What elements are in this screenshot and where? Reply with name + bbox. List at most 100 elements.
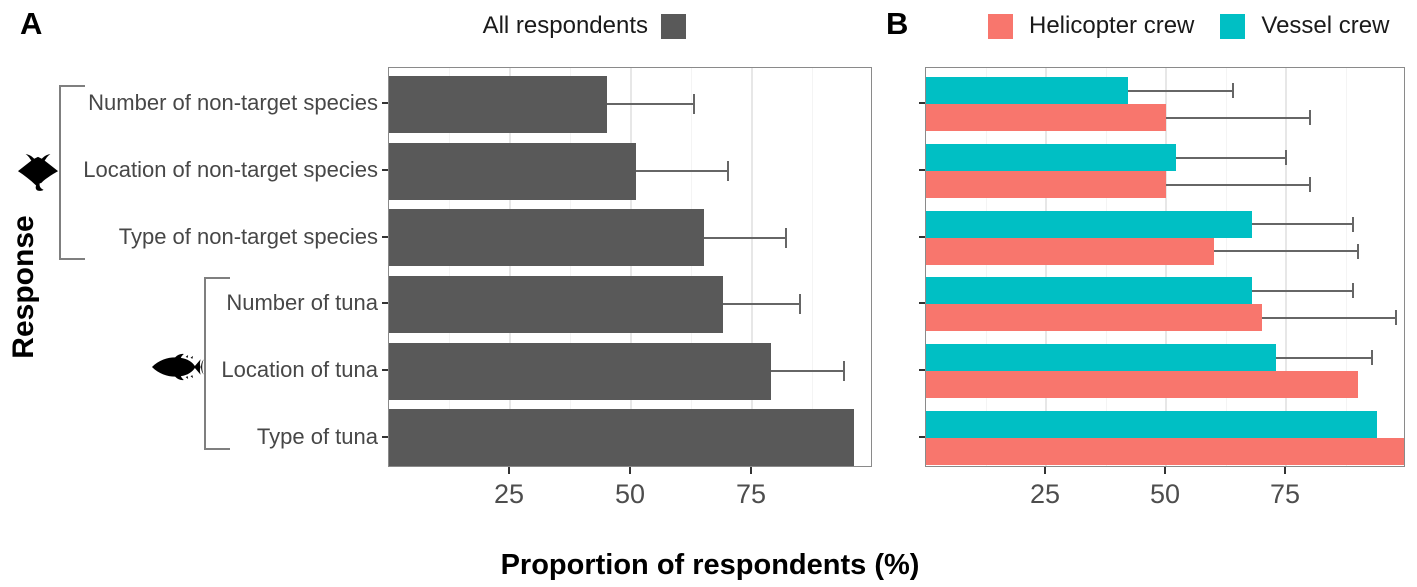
bar-vessel-crew [926, 410, 1378, 438]
error-bar-cap [1352, 216, 1355, 232]
x-axis-tick-label: 25 [493, 479, 525, 509]
error-bar-line [1262, 316, 1397, 319]
bar-vessel-crew [926, 210, 1253, 238]
bar-all-respondents [389, 409, 854, 466]
error-bar-cap [842, 361, 845, 381]
error-bar-line [703, 236, 786, 239]
minor-gridline [1225, 68, 1227, 466]
error-bar-cap [1285, 150, 1287, 165]
x-axis-tick-label: 25 [1029, 479, 1061, 509]
category-label: Type of tuna [256, 423, 378, 449]
y-axis-tick [919, 235, 925, 238]
tuna-icon [151, 353, 205, 381]
y-axis-tick [919, 169, 925, 171]
error-bar-line [1276, 356, 1373, 359]
error-bar-line [1127, 89, 1234, 92]
panel-b-letter: B [886, 6, 909, 41]
error-bar-cap [1309, 110, 1311, 126]
error-bar-cap [784, 227, 787, 248]
minor-gridline [449, 68, 450, 466]
x-axis-tick-label: 50 [1149, 479, 1181, 509]
y-axis-tick [919, 435, 925, 438]
error-bar-line [1166, 183, 1310, 186]
error-bar-cap [1352, 283, 1355, 299]
panel-a-letter: A [20, 6, 43, 41]
x-axis-tick [508, 467, 510, 474]
bar-helicopter-crew [926, 304, 1262, 332]
category-label: Number of tuna [226, 290, 378, 316]
x-axis-tick [1164, 467, 1166, 474]
error-bar-line [722, 303, 801, 306]
legend-panel-a: All respondents [483, 12, 686, 40]
major-gridline [1165, 68, 1167, 466]
minor-gridline [570, 68, 571, 466]
bar-all-respondents [389, 342, 772, 400]
x-axis-tick [1044, 467, 1046, 474]
bar-all-respondents [389, 75, 607, 133]
x-axis-tick-label: 75 [735, 479, 767, 509]
error-bar-line [606, 103, 694, 106]
x-axis-tick [1284, 467, 1286, 474]
all-respondents-swatch [661, 13, 686, 39]
error-bar-line [1252, 289, 1354, 292]
bar-helicopter-crew [926, 237, 1214, 265]
manta-ray-icon [17, 154, 59, 191]
bar-vessel-crew [926, 144, 1176, 171]
y-axis-tick [919, 102, 925, 105]
legend-a-label: All respondents [482, 12, 648, 39]
category-label: Type of non-target species [118, 223, 378, 249]
x-axis-title: Proportion of respondents (%) [500, 549, 920, 581]
error-bar-line [1175, 156, 1286, 159]
error-bar-cap [692, 94, 695, 115]
minor-gridline [812, 68, 813, 466]
error-bar-cap [1232, 83, 1235, 99]
minor-gridline [691, 68, 692, 466]
y-axis-tick [382, 169, 388, 171]
legend-panel-b: Helicopter crew Vessel crew [988, 12, 1389, 40]
tuna-group-bracket [204, 277, 230, 450]
error-bar-cap [1371, 350, 1374, 365]
major-gridline [630, 68, 632, 466]
panel-a-plot-area [388, 67, 872, 467]
y-axis-title: Response [7, 215, 40, 359]
bar-all-respondents [389, 275, 723, 333]
y-axis-tick [919, 369, 925, 371]
x-axis-tick-label: 75 [1269, 479, 1301, 509]
y-axis-tick [382, 235, 388, 238]
bar-helicopter-crew [926, 104, 1166, 132]
error-bar-cap [1309, 177, 1311, 192]
y-axis-tick [382, 302, 388, 305]
x-axis-tick-label: 50 [614, 479, 646, 509]
minor-gridline [985, 68, 987, 466]
y-axis-tick [382, 435, 388, 438]
error-bar-line [1166, 116, 1310, 119]
major-gridline [1045, 68, 1047, 466]
error-bar-line [771, 370, 844, 372]
helicopter-crew-swatch [988, 13, 1013, 39]
minor-gridline [1105, 68, 1107, 466]
legend-b-vessel-label: Vessel crew [1261, 12, 1390, 39]
error-bar-line [635, 170, 728, 172]
vessel-crew-swatch [1220, 13, 1246, 39]
y-axis-tick [382, 369, 388, 371]
major-gridline [509, 68, 511, 466]
error-bar-line [1214, 250, 1358, 253]
error-bar-cap [799, 294, 802, 315]
category-label: Number of non-target species [88, 90, 378, 116]
y-axis-tick [382, 102, 388, 105]
y-axis-tick [919, 302, 925, 305]
major-gridline [751, 68, 753, 466]
panel-b-plot-area [925, 67, 1405, 467]
major-gridline [1285, 68, 1287, 466]
error-bar-cap [1357, 243, 1359, 259]
bar-vessel-crew [926, 277, 1253, 305]
minor-gridline [1345, 68, 1347, 466]
category-label: Location of non-target species [83, 157, 378, 182]
error-bar-cap [726, 161, 729, 181]
bar-all-respondents [389, 209, 704, 267]
bar-helicopter-crew [926, 371, 1358, 398]
legend-b-helicopter-label: Helicopter crew [1029, 12, 1195, 39]
non-target-species-group-bracket [59, 85, 85, 260]
error-bar-line [1252, 223, 1354, 226]
